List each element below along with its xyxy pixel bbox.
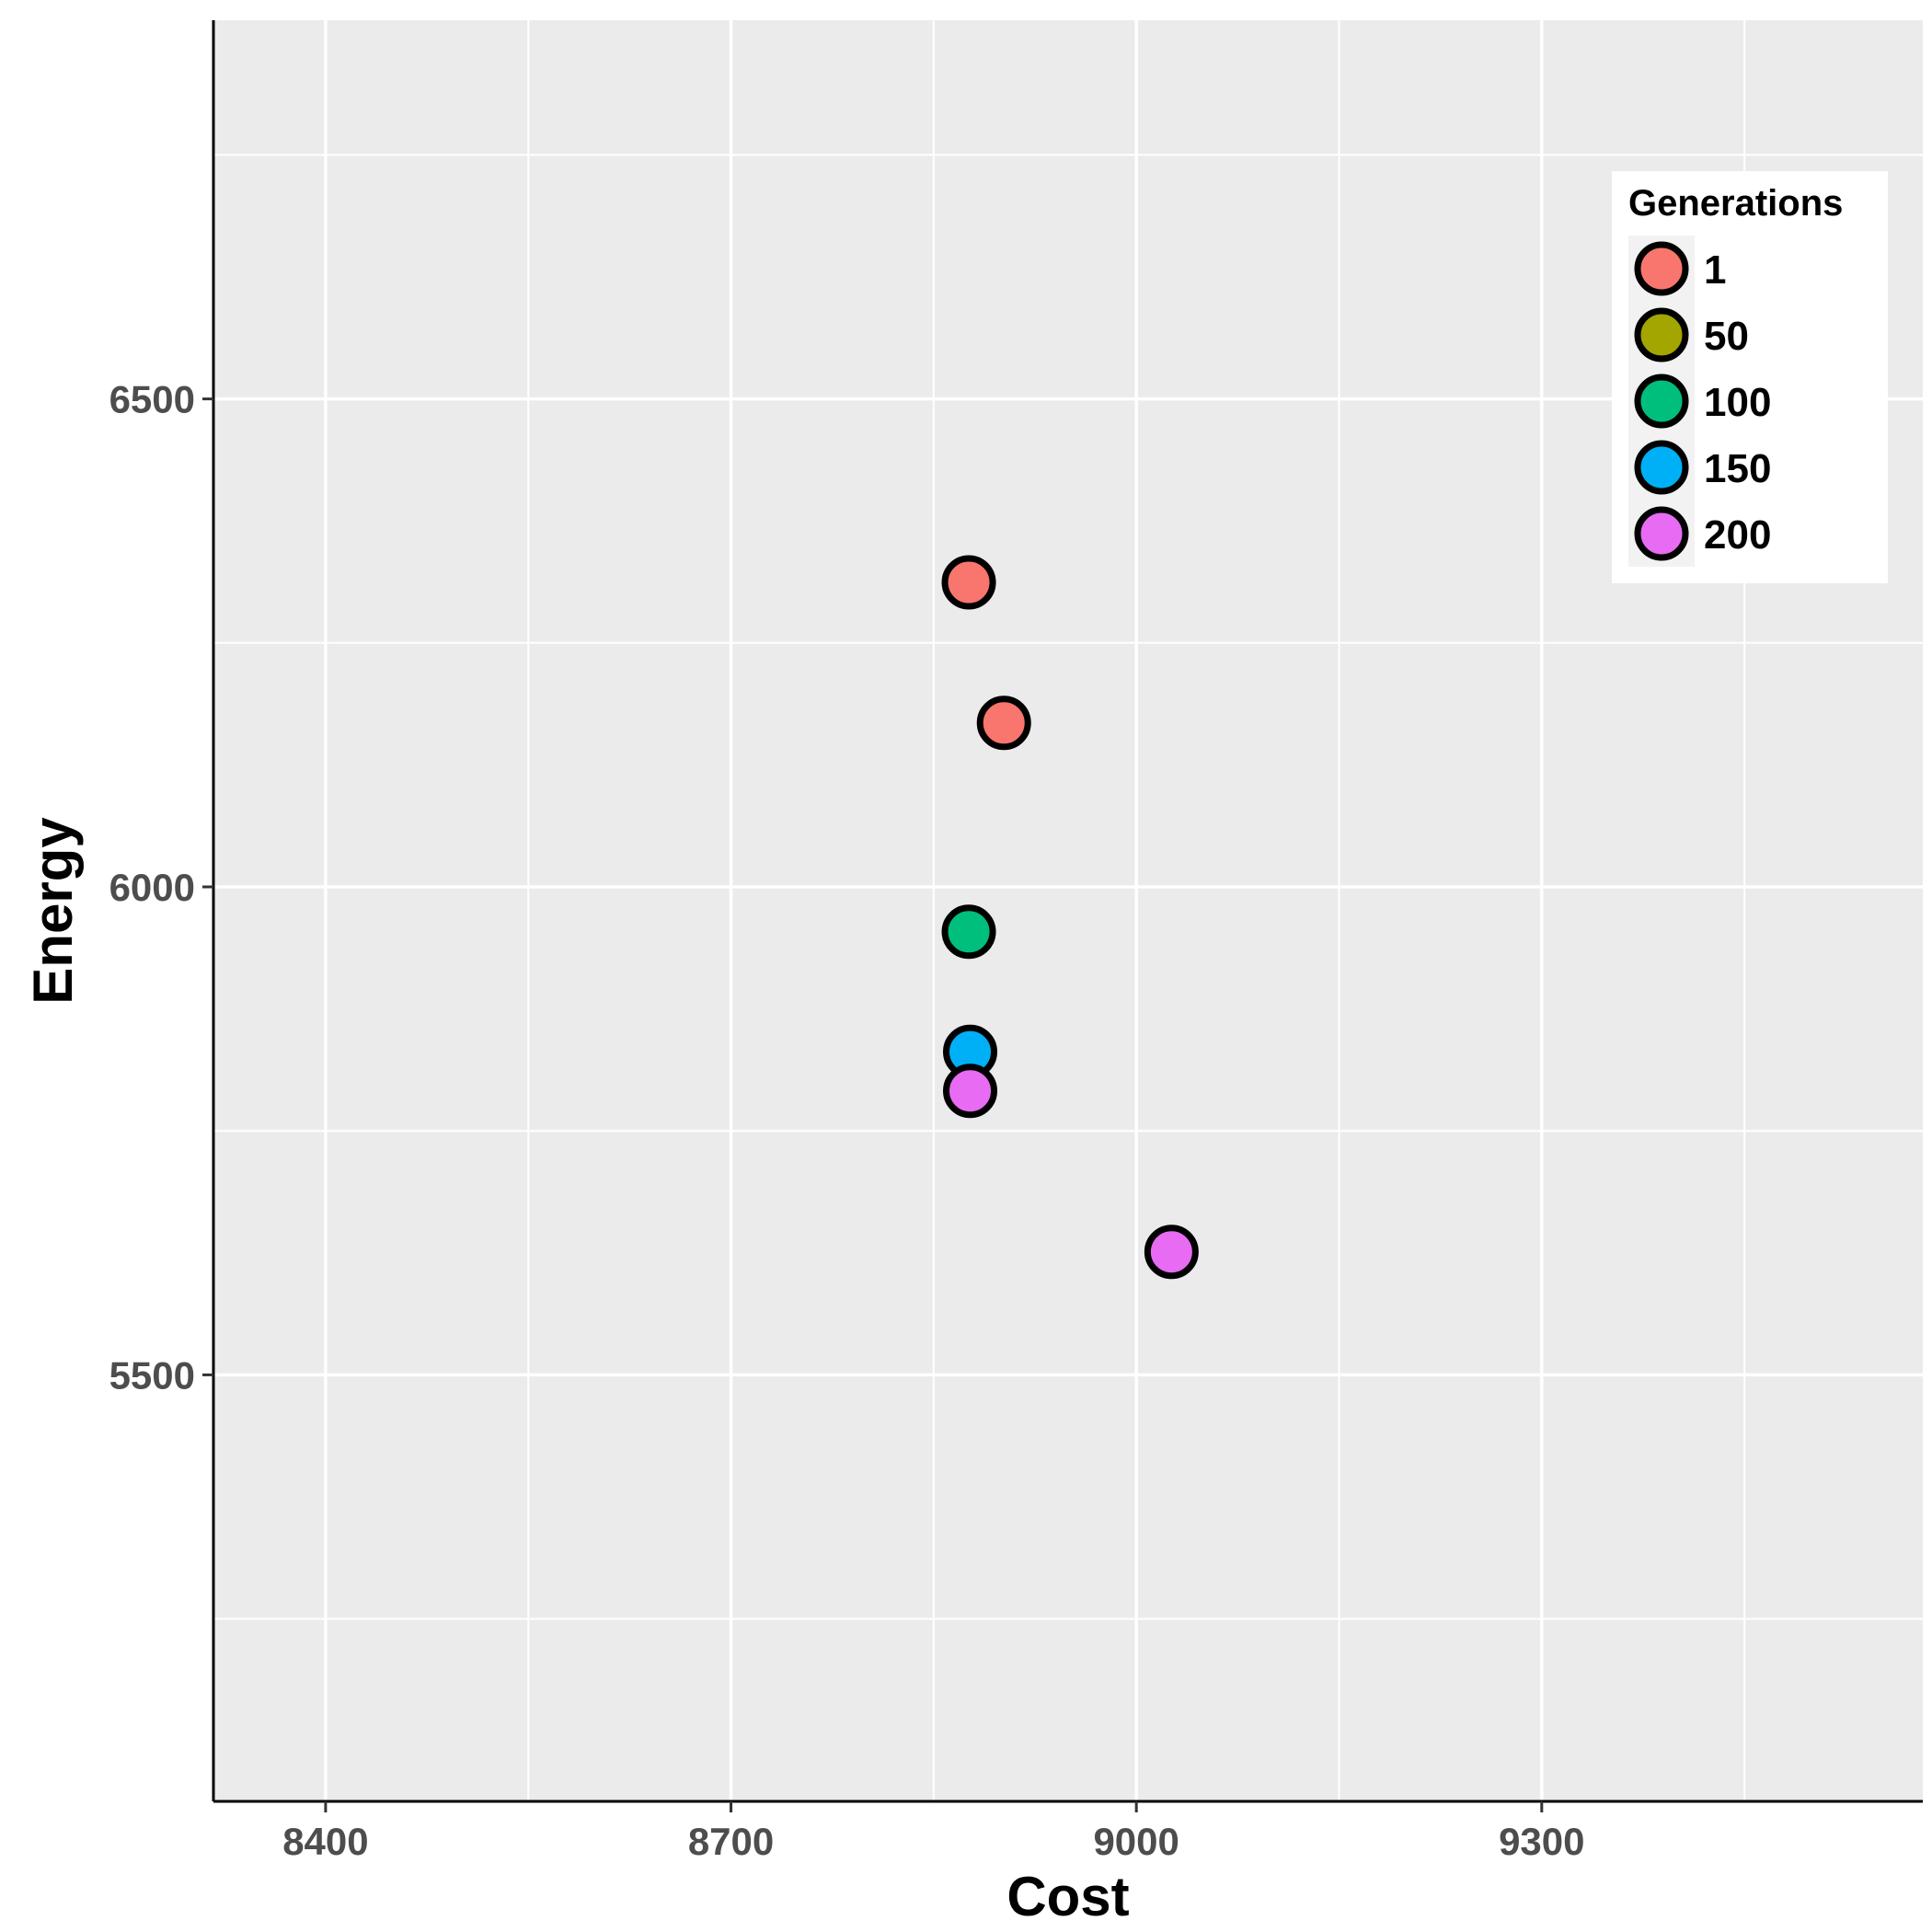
x-tick-label: 8700: [688, 1820, 774, 1863]
axes: 8400 8700 9000 9300 5500 6000 6500: [109, 20, 1923, 1863]
major-gridlines: [213, 20, 1923, 1801]
legend-label: 1: [1704, 247, 1726, 293]
legend-key: [1634, 506, 1689, 561]
y-tick-label: 6000: [109, 866, 195, 909]
legend-key: [1634, 307, 1689, 362]
legend-key: [1634, 440, 1689, 495]
data-points: [941, 555, 1199, 1280]
legend-title: Generations: [1628, 183, 1843, 224]
data-point: [941, 555, 996, 610]
data-point: [976, 696, 1031, 751]
legend-label: 150: [1704, 446, 1771, 491]
legend-key: [1634, 241, 1689, 296]
data-point: [941, 904, 996, 960]
legend-label: 200: [1704, 512, 1771, 558]
legend-label: 100: [1704, 380, 1771, 425]
y-tick-label: 5500: [109, 1353, 195, 1397]
x-axis-title: Cost: [1006, 1866, 1129, 1927]
x-tick-label: 9300: [1499, 1820, 1584, 1863]
y-axis-title: Energy: [22, 817, 84, 1005]
data-point: [1144, 1225, 1199, 1280]
x-tick-label: 9000: [1093, 1820, 1179, 1863]
legend-label: 50: [1704, 314, 1749, 359]
data-point: [943, 1064, 998, 1119]
y-tick-label: 6500: [109, 378, 195, 421]
legend-key: [1634, 374, 1689, 429]
x-tick-label: 8400: [282, 1820, 368, 1863]
